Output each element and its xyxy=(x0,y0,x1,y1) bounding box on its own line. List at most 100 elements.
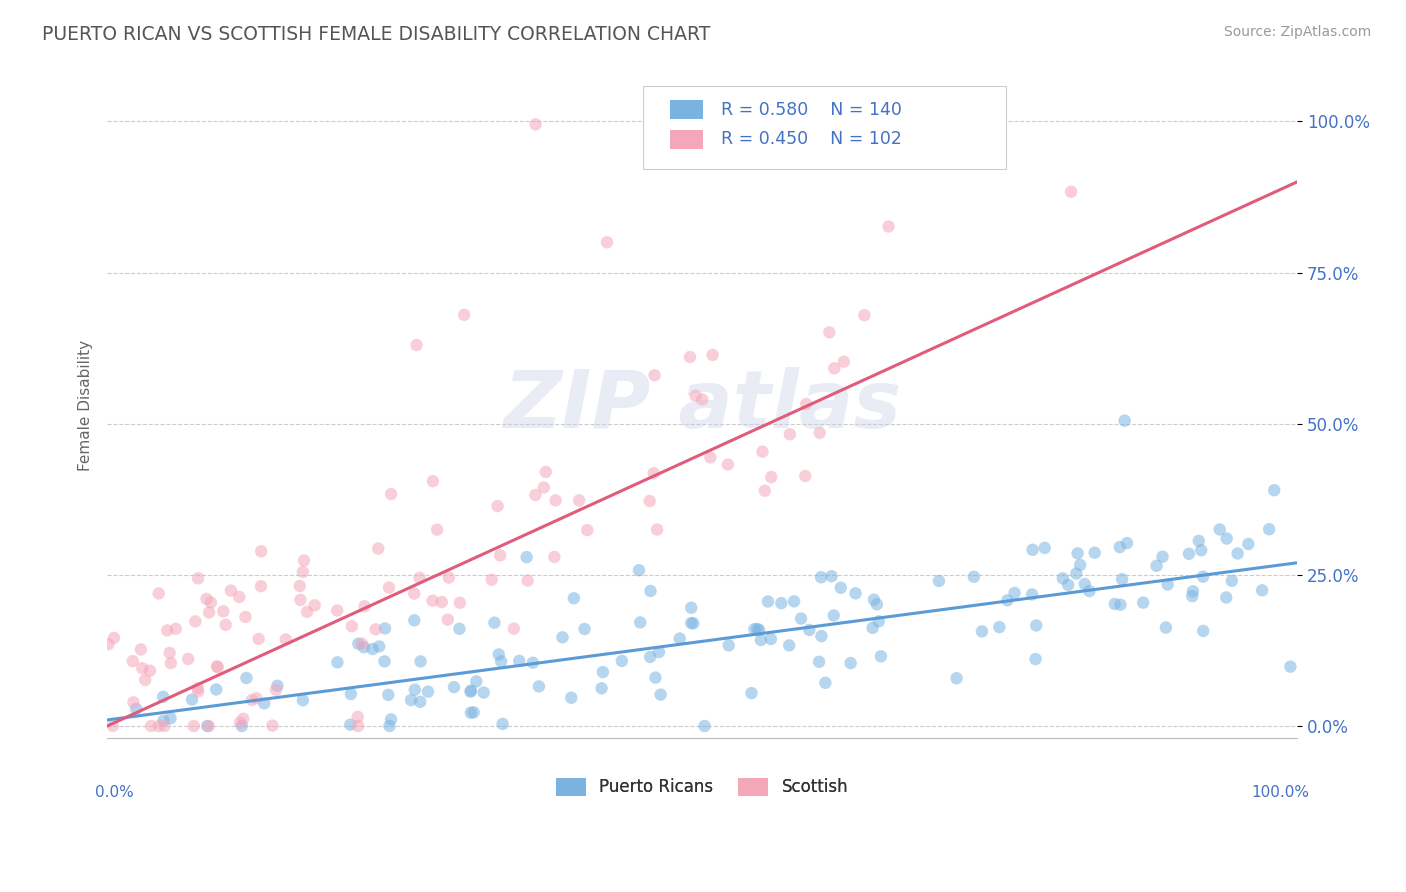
Point xyxy=(426,523,449,537)
Point xyxy=(148,586,170,600)
Point xyxy=(779,427,801,442)
Point xyxy=(367,541,389,556)
Point xyxy=(103,631,125,645)
Point xyxy=(374,622,396,636)
Point xyxy=(560,690,582,705)
Point xyxy=(638,494,661,508)
Point xyxy=(862,621,884,635)
Point xyxy=(823,361,845,376)
Point xyxy=(463,706,485,720)
Point xyxy=(533,480,555,494)
Point xyxy=(751,444,773,458)
Text: 0.0%: 0.0% xyxy=(96,785,134,799)
Point xyxy=(702,348,724,362)
Point xyxy=(648,645,671,659)
Point xyxy=(232,712,254,726)
Point xyxy=(1258,522,1281,536)
Point xyxy=(832,354,855,368)
Point xyxy=(430,595,453,609)
Point xyxy=(449,622,471,636)
Point xyxy=(347,637,370,651)
Point xyxy=(1074,577,1097,591)
Point xyxy=(679,350,702,364)
Point xyxy=(970,624,993,639)
Point xyxy=(870,649,893,664)
Point xyxy=(422,474,444,488)
Point xyxy=(121,654,143,668)
Point xyxy=(404,682,426,697)
Point xyxy=(187,684,209,698)
Point xyxy=(592,665,614,679)
Point xyxy=(644,368,666,383)
Point xyxy=(863,592,886,607)
Point xyxy=(640,584,662,599)
Point xyxy=(748,623,770,637)
Point xyxy=(353,640,375,655)
Point xyxy=(1146,558,1168,573)
Point xyxy=(759,632,782,646)
Point xyxy=(1192,569,1215,583)
Point xyxy=(1033,541,1056,555)
Point xyxy=(228,590,250,604)
Point xyxy=(1209,523,1232,537)
Point xyxy=(868,615,890,629)
Point xyxy=(717,639,740,653)
Point xyxy=(460,683,482,698)
Point xyxy=(340,619,363,633)
Point xyxy=(1132,596,1154,610)
Point xyxy=(794,397,817,411)
Point xyxy=(486,499,509,513)
Point xyxy=(380,712,402,726)
Point xyxy=(610,654,633,668)
Point xyxy=(562,591,585,606)
Point xyxy=(378,719,401,733)
Point xyxy=(229,715,252,730)
Point xyxy=(491,717,513,731)
Text: PUERTO RICAN VS SCOTTISH FEMALE DISABILITY CORRELATION CHART: PUERTO RICAN VS SCOTTISH FEMALE DISABILI… xyxy=(42,25,710,44)
Point xyxy=(699,450,721,465)
Point xyxy=(350,637,373,651)
Point xyxy=(460,684,482,698)
Point xyxy=(97,637,120,651)
FancyBboxPatch shape xyxy=(643,87,1005,169)
Point xyxy=(877,219,900,234)
Point xyxy=(1237,537,1260,551)
Point xyxy=(378,581,401,595)
Point xyxy=(1021,542,1043,557)
Point xyxy=(516,574,538,588)
Point xyxy=(1025,652,1047,666)
Point xyxy=(292,553,315,567)
Point xyxy=(524,488,547,502)
Point xyxy=(524,117,547,131)
Point xyxy=(770,596,793,610)
Point xyxy=(1251,583,1274,598)
Point xyxy=(1078,584,1101,599)
Point xyxy=(1108,540,1130,554)
Point xyxy=(717,458,740,472)
Point xyxy=(373,654,395,668)
Point xyxy=(122,695,145,709)
Point xyxy=(1215,532,1237,546)
Point xyxy=(160,656,183,670)
Point xyxy=(818,326,841,340)
Point xyxy=(778,639,800,653)
Point xyxy=(643,466,665,480)
Point xyxy=(250,544,273,558)
Point xyxy=(200,595,222,609)
Point xyxy=(460,706,482,720)
Point xyxy=(644,671,666,685)
Point xyxy=(437,613,460,627)
Point xyxy=(1116,536,1139,550)
Point xyxy=(1057,578,1080,592)
Point xyxy=(361,642,384,657)
Point xyxy=(247,632,270,646)
Point xyxy=(1181,584,1204,599)
Point xyxy=(1025,618,1047,632)
Point xyxy=(682,616,704,631)
Point xyxy=(340,687,363,701)
Point xyxy=(574,622,596,636)
Point xyxy=(235,610,257,624)
Point xyxy=(1154,621,1177,635)
Point xyxy=(645,523,668,537)
Point xyxy=(810,629,832,643)
